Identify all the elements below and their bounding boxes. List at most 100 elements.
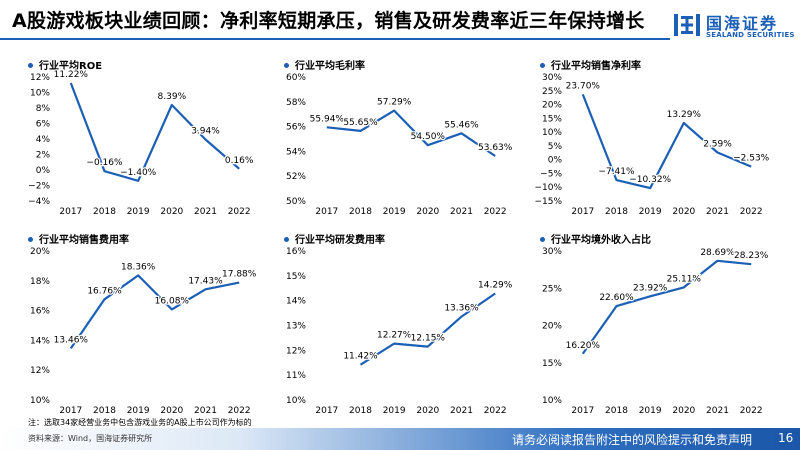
footnote: 注：选取34家经营业务中包含游戏业务的A股上市公司作为标的 — [28, 418, 252, 427]
data-label: 22.60% — [599, 293, 634, 303]
chart-title: 行业平均ROE — [28, 57, 102, 72]
x-tick-label: 2022 — [484, 207, 507, 217]
bullet-icon — [540, 236, 545, 242]
y-tick-label: 15% — [542, 114, 562, 124]
series-line — [581, 259, 752, 355]
logo-english-name: SEALAND SECURITIES — [706, 31, 795, 39]
x-tick-label: 2017 — [571, 207, 594, 217]
chart-title-text: 行业平均毛利率 — [295, 61, 365, 72]
y-tick-label: 58% — [286, 98, 306, 108]
y-tick-label: 6% — [36, 120, 51, 130]
chart-gross-margin: 50% 52% 54% 56% 58% 60% 2017 2018 2019 2020 2021 20… — [286, 73, 514, 217]
x-tick-label: 2020 — [416, 207, 439, 217]
x-tick-label: 2018 — [349, 207, 372, 217]
data-label: 18.36% — [121, 262, 156, 272]
data-label: 13.29% — [667, 110, 702, 120]
data-label: 55.65% — [343, 118, 378, 128]
y-tick-label: 56% — [286, 123, 306, 133]
chart-title: 行业平均境外收入占比 — [540, 231, 651, 246]
data-label: 16.20% — [566, 341, 601, 351]
y-tick-label: 12% — [30, 366, 50, 376]
data-label: 23.92% — [633, 283, 668, 293]
data-label: 16.76% — [87, 286, 122, 296]
data-label: 17.88% — [222, 270, 257, 280]
y-tick-label: 20% — [30, 247, 50, 257]
bullet-icon — [540, 62, 545, 68]
x-tick-label: 2021 — [194, 406, 217, 416]
chart-sales-expense: 10% 12% 14% 16% 18% 20% 2017 2018 2019 2020 2021 20… — [30, 247, 258, 416]
data-label: −7.41% — [598, 167, 635, 177]
chart-title-text: 行业平均研发费用率 — [295, 235, 385, 246]
y-tick-label: 20% — [542, 322, 562, 332]
x-tick-label: 2020 — [160, 406, 183, 416]
x-tick-label: 2020 — [416, 406, 439, 416]
y-tick-label: 54% — [286, 147, 306, 157]
data-label: 12.27% — [377, 331, 412, 341]
chart-overseas-revenue: 10% 15% 20% 25% 30% 2017 2018 2019 2020 2021 2022 1… — [542, 247, 770, 416]
data-label: 54.50% — [411, 132, 446, 142]
chart-title-text: 行业平均销售净利率 — [551, 61, 641, 72]
series-line — [581, 93, 752, 190]
data-label: 11.22% — [54, 70, 89, 80]
logo-chinese-name: 国海证券 — [706, 14, 779, 33]
sealand-logo-icon — [674, 14, 700, 36]
y-tick-label: 16% — [286, 247, 306, 257]
chart-title: 行业平均毛利率 — [284, 57, 365, 72]
bullet-icon — [28, 236, 33, 242]
data-label: 2.59% — [703, 140, 732, 150]
y-tick-label: 5% — [548, 142, 563, 152]
y-tick-label: 16% — [30, 307, 50, 317]
y-tick-label: 10% — [30, 89, 50, 99]
y-tick-label: 14% — [30, 336, 50, 346]
data-label: −2.53% — [733, 154, 770, 164]
chart-title-text: 行业平均ROE — [39, 61, 103, 72]
series-line — [359, 292, 496, 366]
data-label: 53.63% — [478, 143, 513, 153]
source-note: 资料来源：Wind，国海证券研究所 — [28, 434, 153, 443]
data-label: 28.69% — [700, 248, 735, 258]
company-logo: 国海证券 SEALAND SECURITIES — [672, 8, 794, 44]
data-label: 28.23% — [734, 251, 769, 261]
chart-net-margin: −15% −10% −5% 0% 5% 10% 15% 20% 25% 30% 2017 2018 20… — [534, 73, 770, 217]
y-tick-label: 50% — [286, 197, 306, 207]
x-tick-label: 2022 — [484, 406, 507, 416]
y-tick-label: 12% — [30, 73, 50, 83]
bullet-icon — [284, 236, 289, 242]
x-tick-label: 2020 — [672, 207, 695, 217]
data-label: 11.42% — [343, 352, 378, 362]
y-tick-label: 60% — [286, 73, 306, 83]
data-label: −0.16% — [86, 158, 123, 168]
x-tick-label: 2021 — [706, 207, 729, 217]
y-tick-label: −15% — [534, 197, 562, 207]
y-tick-label: 0% — [36, 166, 51, 176]
chart-title-text: 行业平均境外收入占比 — [551, 235, 651, 246]
y-tick-label: 25% — [542, 87, 562, 97]
x-tick-label: 2021 — [450, 406, 473, 416]
y-tick-label: 4% — [36, 135, 51, 145]
y-tick-label: 15% — [542, 359, 562, 369]
x-tick-label: 2022 — [228, 406, 251, 416]
data-label: 57.29% — [377, 98, 412, 108]
x-tick-label: 2020 — [672, 406, 695, 416]
x-tick-label: 2019 — [383, 406, 406, 416]
y-tick-label: 20% — [542, 101, 562, 111]
data-label: −1.40% — [120, 168, 157, 178]
y-tick-label: 30% — [542, 247, 562, 257]
series-line — [69, 82, 240, 182]
x-tick-label: 2019 — [127, 406, 150, 416]
data-label: 55.46% — [444, 120, 479, 130]
data-label: 17.43% — [188, 276, 223, 286]
y-tick-label: −2% — [28, 182, 50, 192]
x-tick-label: 2019 — [383, 207, 406, 217]
data-label: 13.46% — [54, 335, 89, 345]
data-label: 25.11% — [667, 274, 702, 284]
y-tick-label: 18% — [30, 277, 50, 287]
data-label: 13.36% — [444, 304, 479, 314]
footer-band — [0, 428, 800, 450]
x-tick-label: 2019 — [127, 207, 150, 217]
x-tick-label: 2017 — [315, 406, 338, 416]
page-number: 16 — [778, 431, 794, 445]
x-tick-label: 2018 — [605, 406, 628, 416]
y-tick-label: 10% — [30, 396, 50, 406]
x-tick-label: 2019 — [639, 406, 662, 416]
